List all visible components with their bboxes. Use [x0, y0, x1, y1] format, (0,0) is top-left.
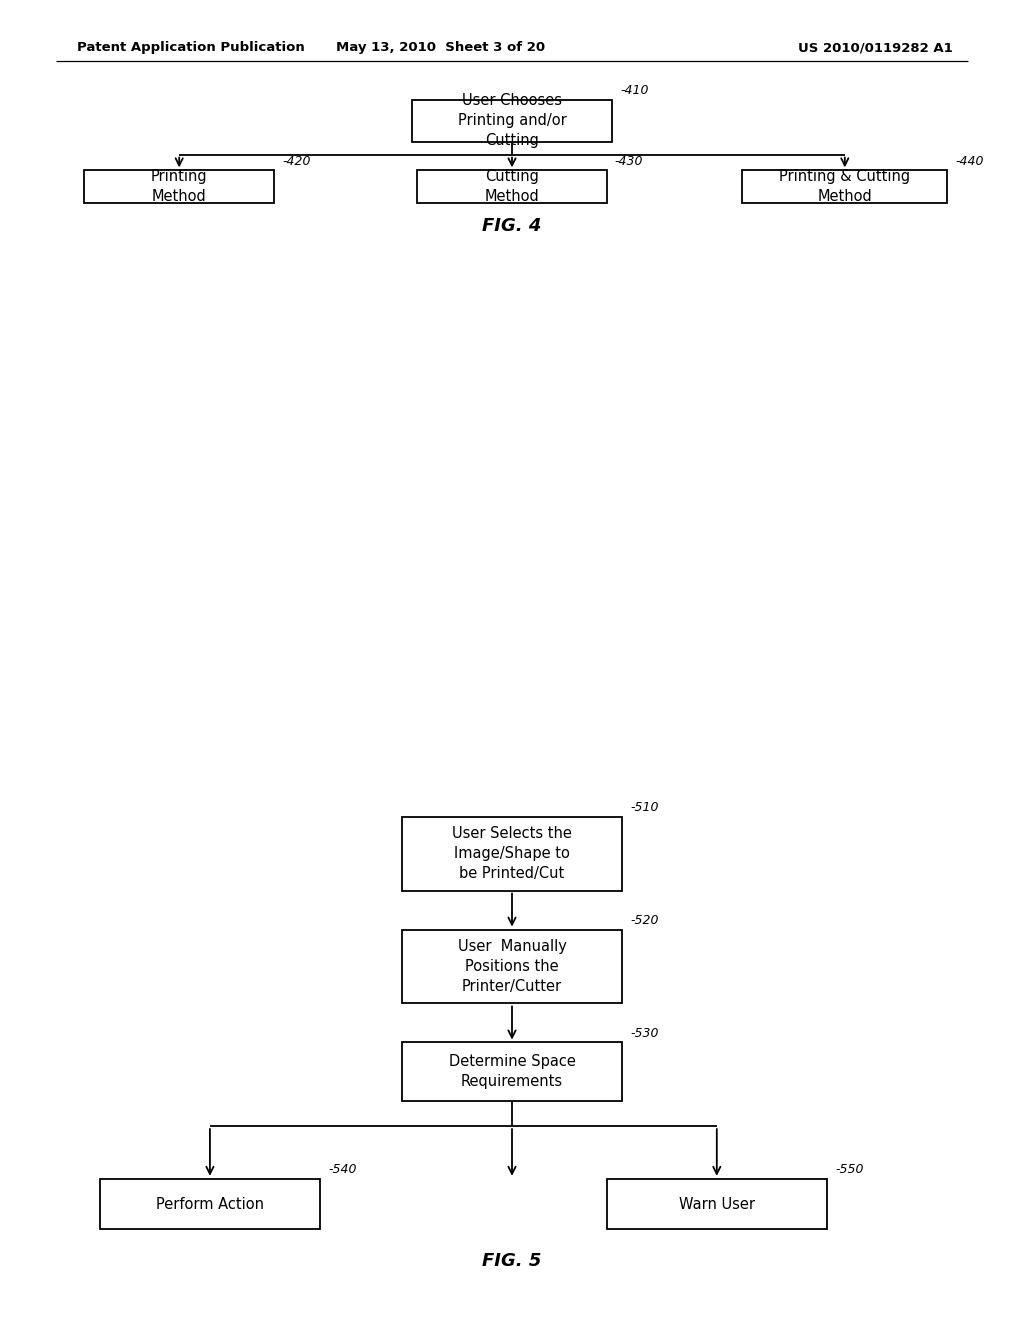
Text: User Selects the
Image/Shape to
be Printed/Cut: User Selects the Image/Shape to be Print…: [452, 826, 572, 880]
Bar: [99, 1179, 319, 1229]
Text: -540: -540: [328, 1163, 356, 1176]
Text: May 13, 2010  Sheet 3 of 20: May 13, 2010 Sheet 3 of 20: [336, 41, 545, 54]
Text: -520: -520: [631, 913, 658, 927]
Text: -530: -530: [631, 1027, 658, 1040]
Text: -550: -550: [836, 1163, 863, 1176]
Bar: [401, 817, 623, 891]
Text: Cutting
Method: Cutting Method: [484, 169, 540, 205]
Text: Determine Space
Requirements: Determine Space Requirements: [449, 1055, 575, 1089]
Text: Patent Application Publication: Patent Application Publication: [77, 41, 304, 54]
Text: Printing
Method: Printing Method: [151, 169, 208, 205]
Text: -420: -420: [282, 154, 310, 168]
Text: -430: -430: [614, 154, 643, 168]
Text: -410: -410: [621, 84, 648, 98]
Text: User Chooses
Printing and/or
Cutting: User Chooses Printing and/or Cutting: [458, 94, 566, 148]
Bar: [606, 1179, 826, 1229]
Text: Warn User: Warn User: [679, 1196, 755, 1212]
Text: Perform Action: Perform Action: [156, 1196, 264, 1212]
Bar: [84, 170, 273, 203]
Bar: [418, 170, 606, 203]
Bar: [401, 929, 623, 1003]
Text: FIG. 4: FIG. 4: [482, 218, 542, 235]
Text: User  Manually
Positions the
Printer/Cutter: User Manually Positions the Printer/Cutt…: [458, 940, 566, 994]
Text: -440: -440: [955, 154, 984, 168]
Bar: [742, 170, 947, 203]
Text: US 2010/0119282 A1: US 2010/0119282 A1: [798, 41, 952, 54]
Text: FIG. 5: FIG. 5: [482, 1253, 542, 1270]
Bar: [412, 100, 611, 141]
Bar: [401, 1043, 623, 1101]
Text: Printing & Cutting
Method: Printing & Cutting Method: [779, 169, 910, 205]
Text: -510: -510: [631, 801, 658, 814]
